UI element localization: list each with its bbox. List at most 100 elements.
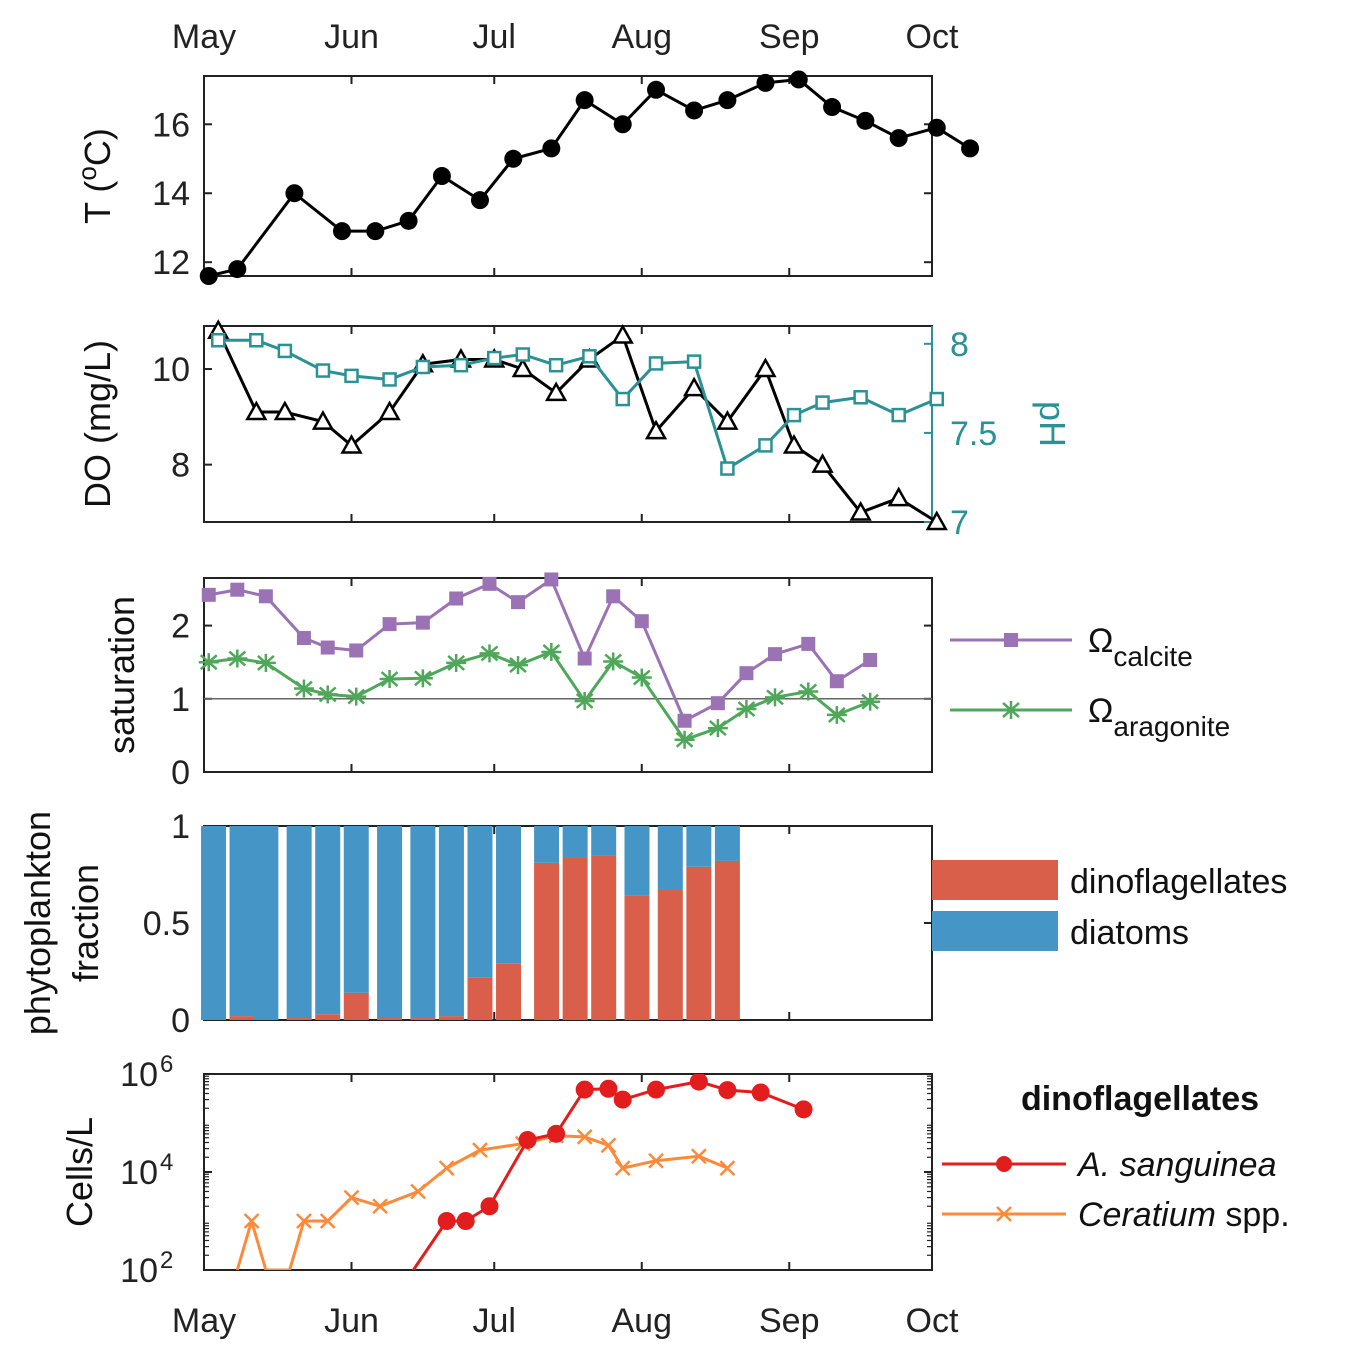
- temperature-axes-box: [203, 75, 933, 277]
- temperature-point: [228, 260, 247, 279]
- bottom-month-label: Jun: [324, 1302, 379, 1340]
- legend-diatoms-swatch: [932, 911, 1058, 951]
- phytoplankton-ylabel-line1: phytoplankton: [17, 811, 58, 1035]
- sanguinea-point: [437, 1212, 456, 1230]
- calcite-point: [230, 582, 245, 597]
- dinoflagellates-bar: [229, 1016, 255, 1020]
- do-point: [511, 357, 534, 378]
- aragonite-point: [346, 687, 367, 706]
- calcite-point: [511, 595, 526, 610]
- ceratium-point: [410, 1183, 427, 1200]
- calcite-point: [449, 591, 464, 606]
- sanguinea-point: [613, 1090, 632, 1109]
- diatoms-bar: [562, 826, 588, 858]
- aragonite-point: [631, 668, 652, 687]
- ph-point: [853, 390, 868, 405]
- do-point: [887, 486, 910, 507]
- diatoms-bar: [438, 826, 464, 1017]
- ceratium-point: [243, 1213, 260, 1229]
- legend-calcite-marker: [1004, 633, 1018, 647]
- temperature-ytick-label: 16: [152, 106, 190, 144]
- calcite-point: [201, 587, 216, 602]
- legend-ceratium-label: Ceratium spp.: [1078, 1196, 1290, 1234]
- do-point: [782, 433, 806, 454]
- saturation-panel: saturation: [101, 577, 933, 773]
- aragonite-point: [603, 652, 624, 671]
- ph-point: [453, 357, 469, 373]
- bottom-month-label: Aug: [612, 1302, 673, 1340]
- temperature-point: [470, 191, 489, 210]
- cells-ytick-label: 10: [120, 1252, 158, 1290]
- aragonite-point: [255, 653, 276, 672]
- temperature-ylabel: T (oC): [72, 128, 118, 224]
- dinoflagellates-bar: [714, 860, 740, 1020]
- calcite-point: [739, 666, 754, 681]
- ph-point: [344, 368, 359, 384]
- ph-point: [515, 347, 531, 362]
- saturation-legend: Ωcalcite Ωaragonite: [950, 622, 1230, 742]
- ph-point: [891, 407, 906, 423]
- temperature-point: [504, 149, 523, 168]
- aragonite-point: [446, 653, 467, 672]
- ph-point: [486, 350, 502, 366]
- aragonite-point: [736, 700, 757, 719]
- sanguinea-point: [456, 1212, 475, 1230]
- temperature-point: [199, 267, 218, 285]
- calcite-point: [767, 647, 782, 662]
- ph-point: [758, 438, 773, 453]
- saturation-axes-box: [203, 577, 933, 773]
- sanguinea-point: [575, 1080, 594, 1099]
- temperature-point: [927, 118, 946, 137]
- aragonite-line: [208, 650, 871, 742]
- top-month-label: Oct: [906, 18, 959, 56]
- ph-point: [315, 363, 331, 378]
- diatoms-bar: [534, 826, 560, 863]
- ceratium-point-stroke: [343, 1189, 360, 1206]
- phytoplankton-ytick-label: 0.5: [143, 905, 190, 943]
- calcite-point: [677, 713, 692, 728]
- temperature-point: [889, 129, 908, 148]
- bottom-month-label: Oct: [906, 1302, 959, 1340]
- dinoflagellates-bar: [657, 890, 683, 1020]
- ceratium-point: [372, 1198, 388, 1215]
- diatoms-bar: [714, 826, 740, 861]
- cells-plot-area: [235, 1074, 813, 1270]
- temperature-point: [756, 73, 775, 92]
- sanguinea-point: [599, 1079, 618, 1098]
- ceratium-point-stroke: [600, 1137, 617, 1154]
- aragonite-point: [764, 688, 785, 707]
- temperature-point: [856, 111, 875, 130]
- cells-ytick-exponent: 2: [160, 1247, 173, 1274]
- do-point: [378, 400, 401, 421]
- temperature-point: [432, 167, 451, 185]
- sanguinea-point: [689, 1074, 708, 1091]
- aragonite-point: [412, 669, 433, 688]
- diatoms-bar: [229, 826, 255, 1017]
- do-ylabel: DO (mg/L): [77, 340, 118, 508]
- legend-diatoms-label: diatoms: [1070, 914, 1189, 952]
- diatoms-bar: [315, 826, 341, 1015]
- do-ph-panel: DO (mg/L) pH: [77, 325, 1073, 523]
- temperature-ytick-label: 12: [152, 244, 190, 282]
- ph-point: [686, 354, 702, 369]
- calcite-point: [382, 617, 397, 632]
- ph-ytick-label: 7: [950, 504, 969, 542]
- ceratium-point-stroke: [719, 1160, 736, 1177]
- legend-sanguinea-marker: [996, 1156, 1012, 1172]
- temperature-point: [789, 70, 808, 89]
- ceratium-point-stroke: [438, 1160, 455, 1177]
- dinoflagellates-bar: [534, 862, 560, 1020]
- ph-point: [720, 461, 735, 476]
- temperature-point: [823, 98, 842, 117]
- top-month-label: May: [172, 18, 236, 56]
- ceratium-point-stroke: [690, 1148, 707, 1165]
- diatoms-bar: [591, 826, 617, 856]
- do-point: [273, 400, 297, 421]
- ceratium-point-stroke: [243, 1213, 260, 1229]
- do-point: [245, 400, 268, 421]
- calcite-point: [415, 615, 430, 630]
- temperature-point: [961, 139, 980, 158]
- do-point: [611, 324, 634, 344]
- ceratium-point-stroke: [472, 1142, 488, 1158]
